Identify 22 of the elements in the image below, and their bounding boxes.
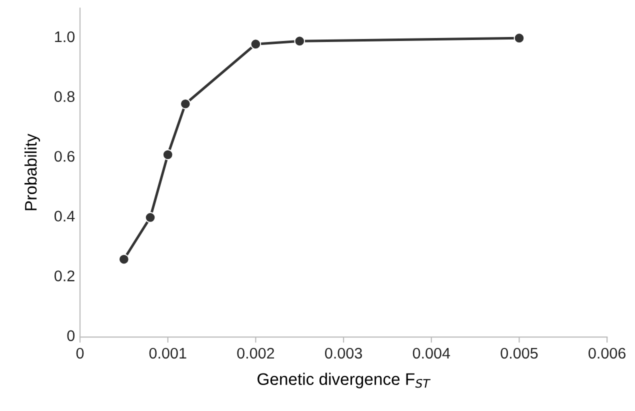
point [144, 212, 156, 223]
point [250, 38, 262, 50]
x-tick-label: 0.006 [588, 348, 626, 359]
y-tick-label: 0 [67, 330, 75, 342]
x-axis-title: Genetic divergence F$_{ST}$ [258, 372, 431, 388]
x-tick-label: 0.005 [500, 348, 538, 359]
point [514, 32, 525, 44]
y-axis-title: Probability [24, 134, 40, 210]
y-tick-label: 0.6 [54, 150, 74, 162]
point [162, 149, 174, 160]
y-tick-label: 0.2 [54, 270, 74, 282]
y-tick-label: 0.4 [54, 210, 75, 222]
y-tick-label: 1.0 [55, 31, 75, 42]
x-tick-label: 0.002 [237, 348, 274, 359]
point [118, 254, 130, 265]
point [180, 98, 191, 110]
y-tick-label: 0.8 [54, 91, 74, 102]
x-tick-label: 0.003 [325, 348, 362, 359]
x-tick-label: 0 [76, 348, 84, 359]
point [294, 36, 306, 46]
x-tick-label: 0.004 [412, 348, 450, 359]
x-tick-label: 0.001 [149, 348, 186, 359]
